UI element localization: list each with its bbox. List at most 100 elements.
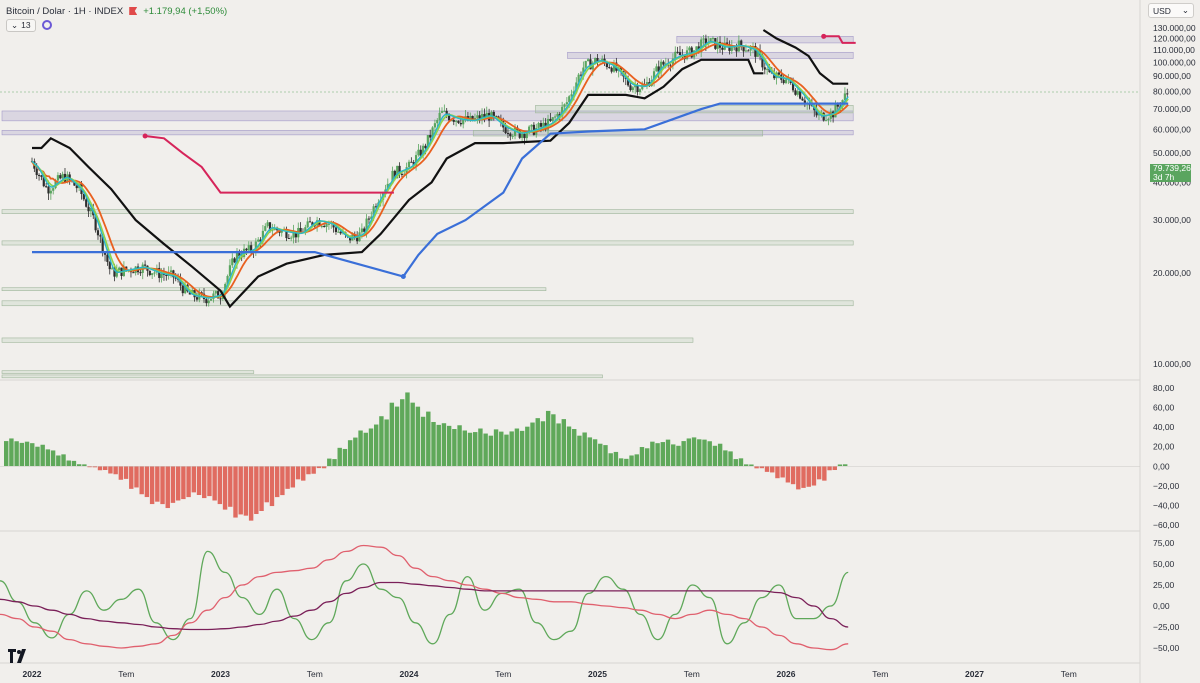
histogram-bar xyxy=(71,460,77,467)
candle-body xyxy=(740,40,743,47)
candle-body xyxy=(433,123,437,128)
support-line xyxy=(32,102,849,278)
candle-body xyxy=(612,62,616,72)
histogram-bar xyxy=(717,443,723,467)
candle-body xyxy=(396,165,399,179)
histogram-bar xyxy=(665,439,671,467)
zone-box xyxy=(1,300,854,307)
histogram-bar xyxy=(592,439,598,467)
histogram-bar xyxy=(9,438,14,467)
histogram-bar xyxy=(379,416,384,467)
candle-body xyxy=(455,120,458,122)
candle-body xyxy=(817,114,821,116)
candle-body xyxy=(96,230,100,236)
candle-body xyxy=(228,265,232,277)
hist-tick-label: 20,00 xyxy=(1153,442,1175,452)
candle-body xyxy=(605,62,609,68)
candle-body xyxy=(551,117,554,121)
candle-body xyxy=(250,245,253,252)
candle-body xyxy=(528,126,531,134)
currency-select[interactable]: USD ⌄ xyxy=(1148,3,1194,18)
histogram-bar xyxy=(806,466,811,487)
time-tick-label: Tem xyxy=(307,669,323,679)
hist-tick-label: 40,00 xyxy=(1153,422,1175,432)
candle-body xyxy=(556,113,559,117)
candle-body xyxy=(103,252,107,255)
candle-body xyxy=(619,67,623,71)
candle-body xyxy=(591,62,594,70)
histogram-bar xyxy=(759,466,765,469)
histogram-bar xyxy=(530,422,535,467)
histogram-bar xyxy=(504,434,509,467)
candle-body xyxy=(445,110,448,116)
candle-body xyxy=(568,96,571,103)
histogram-bar xyxy=(702,439,707,467)
hist-tick-label: −40,00 xyxy=(1153,500,1180,510)
histogram-bar xyxy=(697,439,702,467)
candle-body xyxy=(518,130,521,138)
histogram-bar xyxy=(764,466,770,472)
symbol-title[interactable]: Bitcoin / Dolar · 1H · INDEX xyxy=(6,5,124,17)
histogram-bar xyxy=(347,440,353,467)
candle-body xyxy=(756,50,759,57)
histogram-bar xyxy=(499,431,504,467)
histogram-bar xyxy=(775,466,780,479)
candle-body xyxy=(662,61,665,65)
price-tick-label: 70.000,00 xyxy=(1153,104,1191,114)
candle-body xyxy=(575,82,578,92)
candle-body xyxy=(226,276,229,284)
candle-body xyxy=(82,194,85,200)
candle-body xyxy=(761,55,764,68)
histogram-bar xyxy=(337,447,342,467)
candle-body xyxy=(247,245,250,251)
candle-body xyxy=(254,241,257,253)
osc-tick-label: 50,00 xyxy=(1153,559,1175,569)
settings-icon[interactable] xyxy=(41,20,52,30)
histogram-bar xyxy=(149,466,155,505)
time-tick-label: 2027 xyxy=(965,669,984,679)
candle-body xyxy=(45,186,48,188)
candle-body xyxy=(457,120,460,123)
flag-icon[interactable] xyxy=(129,7,138,15)
histogram-bar xyxy=(108,466,113,474)
candle-body xyxy=(148,270,151,276)
candle-body xyxy=(379,199,382,203)
histogram-bar xyxy=(264,466,269,503)
candle-body xyxy=(398,165,401,174)
candle-body xyxy=(796,91,799,95)
candle-body xyxy=(525,133,528,139)
resistance-line-marker xyxy=(142,133,148,139)
histogram-bar xyxy=(816,466,822,480)
candle-body xyxy=(184,284,187,294)
candle-body xyxy=(280,230,283,233)
candle-body xyxy=(400,173,404,175)
time-tick-label: 2024 xyxy=(400,669,419,679)
histogram-bar xyxy=(212,466,217,501)
histogram-bar xyxy=(436,424,441,467)
candle-body xyxy=(94,215,97,231)
candle-body xyxy=(367,218,371,220)
histogram-bar xyxy=(186,466,191,498)
candle-body xyxy=(570,94,573,97)
histogram xyxy=(0,392,1140,521)
candle-body xyxy=(391,170,394,184)
candle-body xyxy=(711,38,715,40)
candle-body xyxy=(56,175,60,181)
price-tick-label: 80.000,00 xyxy=(1153,87,1191,97)
candle-body xyxy=(219,298,222,300)
histogram-bar xyxy=(457,425,462,467)
osc-purple-line xyxy=(0,581,849,631)
oscillator-lines xyxy=(0,544,849,651)
hist-tick-label: −60,00 xyxy=(1153,520,1180,530)
indicators-toggle-button[interactable]: ⌄ 13 xyxy=(6,18,36,32)
histogram-bar xyxy=(415,406,421,467)
candle-body xyxy=(268,222,272,231)
histogram-bar xyxy=(691,437,697,467)
candle-body xyxy=(339,231,342,234)
support-line-marker xyxy=(400,274,406,280)
candle-body xyxy=(584,60,587,68)
histogram-bar xyxy=(738,458,744,467)
histogram-bar xyxy=(76,464,82,467)
candle-body xyxy=(436,119,439,124)
